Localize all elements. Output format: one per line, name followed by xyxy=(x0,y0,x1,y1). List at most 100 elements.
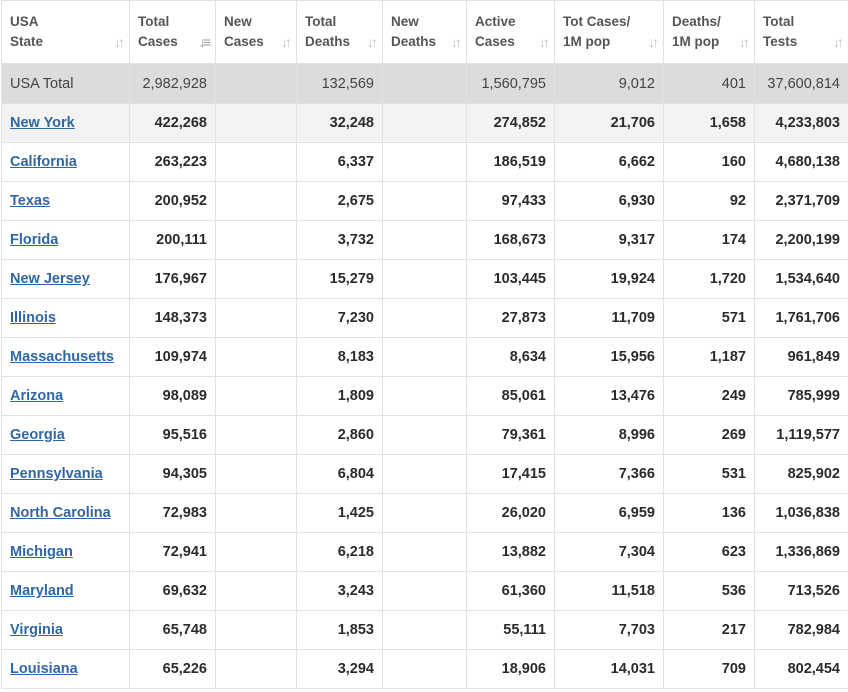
total-deaths-cell: 3,732 xyxy=(296,220,383,260)
cases-per-million-cell: 14,031 xyxy=(554,649,664,689)
sort-both-icon[interactable]: ↓↑ xyxy=(367,34,378,50)
new-cases-cell xyxy=(215,415,297,455)
deaths-per-million-cell: 269 xyxy=(663,415,755,455)
active-cases-cell: 26,020 xyxy=(466,493,555,533)
total-deaths-cell: 2,675 xyxy=(296,181,383,221)
total-cases-cell: 94,305 xyxy=(129,454,216,494)
active-cases-cell: 17,415 xyxy=(466,454,555,494)
total-cases-per-million-cell: 9,012 xyxy=(554,63,664,104)
total-deaths-cell: 3,294 xyxy=(296,649,383,689)
state-link[interactable]: Virginia xyxy=(10,622,63,638)
total-cases-cell: 109,974 xyxy=(129,337,216,377)
state-cell: Maryland xyxy=(1,571,130,611)
sort-both-icon[interactable]: ↓↑ xyxy=(648,34,659,50)
table-row: New York 422,268 32,248 274,852 21,706 1,658 4… xyxy=(1,103,848,143)
new-cases-cell xyxy=(215,454,297,494)
cases-per-million-cell: 6,930 xyxy=(554,181,664,221)
state-link[interactable]: New York xyxy=(10,115,75,131)
col-header-active-cases[interactable]: Active Cases ↓↑ xyxy=(466,0,555,64)
new-deaths-cell xyxy=(382,454,467,494)
usa-total-row: USA Total 2,982,928 132,569 1,560,795 9,… xyxy=(1,63,848,104)
sort-both-icon[interactable]: ↓↑ xyxy=(281,34,292,50)
state-link[interactable]: Pennsylvania xyxy=(10,466,103,482)
deaths-per-million-cell: 174 xyxy=(663,220,755,260)
deaths-per-million-cell: 571 xyxy=(663,298,755,338)
new-cases-cell xyxy=(215,103,297,143)
total-cases-cell: 176,967 xyxy=(129,259,216,299)
state-link[interactable]: Florida xyxy=(10,232,59,248)
col-header-total-tests[interactable]: Total Tests ↓↑ xyxy=(754,0,848,64)
state-link[interactable]: Michigan xyxy=(10,544,73,560)
deaths-per-million-cell: 536 xyxy=(663,571,755,611)
sort-both-icon[interactable]: ↓↑ xyxy=(739,34,750,50)
state-link[interactable]: Maryland xyxy=(10,583,74,599)
cases-per-million-cell: 19,924 xyxy=(554,259,664,299)
state-link[interactable]: Arizona xyxy=(10,388,64,404)
col-header-cases-per-million[interactable]: Tot Cases/ 1M pop ↓↑ xyxy=(554,0,664,64)
new-deaths-cell xyxy=(382,220,467,260)
total-deaths-cell: 2,860 xyxy=(296,415,383,455)
active-cases-cell: 97,433 xyxy=(466,181,555,221)
active-cases-cell: 18,906 xyxy=(466,649,555,689)
cases-per-million-cell: 21,706 xyxy=(554,103,664,143)
total-tests-cell: 2,371,709 xyxy=(754,181,848,221)
deaths-per-million-cell: 249 xyxy=(663,376,755,416)
total-deaths-cell: 6,218 xyxy=(296,532,383,572)
state-link[interactable]: Illinois xyxy=(10,310,56,326)
total-deaths-cell: 32,248 xyxy=(296,103,383,143)
total-tests-cell: 2,200,199 xyxy=(754,220,848,260)
state-link[interactable]: Georgia xyxy=(10,427,65,443)
cases-per-million-cell: 11,518 xyxy=(554,571,664,611)
total-tests-cell: 825,902 xyxy=(754,454,848,494)
state-link[interactable]: North Carolina xyxy=(10,505,111,521)
col-header-new-deaths[interactable]: New Deaths ↓↑ xyxy=(382,0,467,64)
table-row: Illinois 148,373 7,230 27,873 11,709 571 1,761… xyxy=(1,298,848,338)
table-row: North Carolina 72,983 1,425 26,020 6,959 136 1… xyxy=(1,493,848,533)
active-cases-cell: 55,111 xyxy=(466,610,555,650)
new-deaths-cell xyxy=(382,415,467,455)
col-header-new-cases[interactable]: New Cases ↓↑ xyxy=(215,0,297,64)
total-tests-cell: 1,761,706 xyxy=(754,298,848,338)
new-deaths-cell xyxy=(382,493,467,533)
total-cases-cell: 72,941 xyxy=(129,532,216,572)
cases-per-million-cell: 11,709 xyxy=(554,298,664,338)
state-link[interactable]: Massachusetts xyxy=(10,349,114,365)
total-deaths-cell: 3,243 xyxy=(296,571,383,611)
col-header-deaths-per-million[interactable]: Deaths/ 1M pop ↓↑ xyxy=(663,0,755,64)
total-cases-cell: 72,983 xyxy=(129,493,216,533)
deaths-per-million-cell: 531 xyxy=(663,454,755,494)
total-cases-cell: 65,226 xyxy=(129,649,216,689)
col-header-total-cases[interactable]: Total Cases ↓≡ xyxy=(129,0,216,64)
new-deaths-cell xyxy=(382,337,467,377)
cases-per-million-cell: 9,317 xyxy=(554,220,664,260)
state-cell: Arizona xyxy=(1,376,130,416)
new-deaths-cell xyxy=(382,376,467,416)
total-cases-cell: 200,111 xyxy=(129,220,216,260)
table-row: Louisiana 65,226 3,294 18,906 14,031 709 802,4… xyxy=(1,649,848,689)
new-cases-cell xyxy=(215,610,297,650)
col-header-state[interactable]: USA State ↓↑ xyxy=(1,0,130,64)
state-cell: Georgia xyxy=(1,415,130,455)
total-tests-cell: 961,849 xyxy=(754,337,848,377)
new-cases-cell xyxy=(215,220,297,260)
sort-both-icon[interactable]: ↓↑ xyxy=(114,34,125,50)
new-cases-cell xyxy=(215,532,297,572)
total-cases-cell: 65,748 xyxy=(129,610,216,650)
state-link[interactable]: California xyxy=(10,154,77,170)
state-link[interactable]: Texas xyxy=(10,193,51,209)
sort-both-icon[interactable]: ↓↑ xyxy=(451,34,462,50)
sort-both-icon[interactable]: ↓↑ xyxy=(539,34,550,50)
cases-per-million-cell: 6,662 xyxy=(554,142,664,182)
total-tests-cell: 1,036,838 xyxy=(754,493,848,533)
sort-both-icon[interactable]: ↓↑ xyxy=(833,34,844,50)
state-cell: California xyxy=(1,142,130,182)
new-cases-cell xyxy=(215,181,297,221)
cases-per-million-cell: 15,956 xyxy=(554,337,664,377)
col-header-total-deaths[interactable]: Total Deaths ↓↑ xyxy=(296,0,383,64)
state-link[interactable]: Louisiana xyxy=(10,661,78,677)
state-cell: Texas xyxy=(1,181,130,221)
sort-desc-icon[interactable]: ↓≡ xyxy=(198,34,211,50)
deaths-per-million-cell: 217 xyxy=(663,610,755,650)
state-link[interactable]: New Jersey xyxy=(10,271,90,287)
state-cell: New Jersey xyxy=(1,259,130,299)
